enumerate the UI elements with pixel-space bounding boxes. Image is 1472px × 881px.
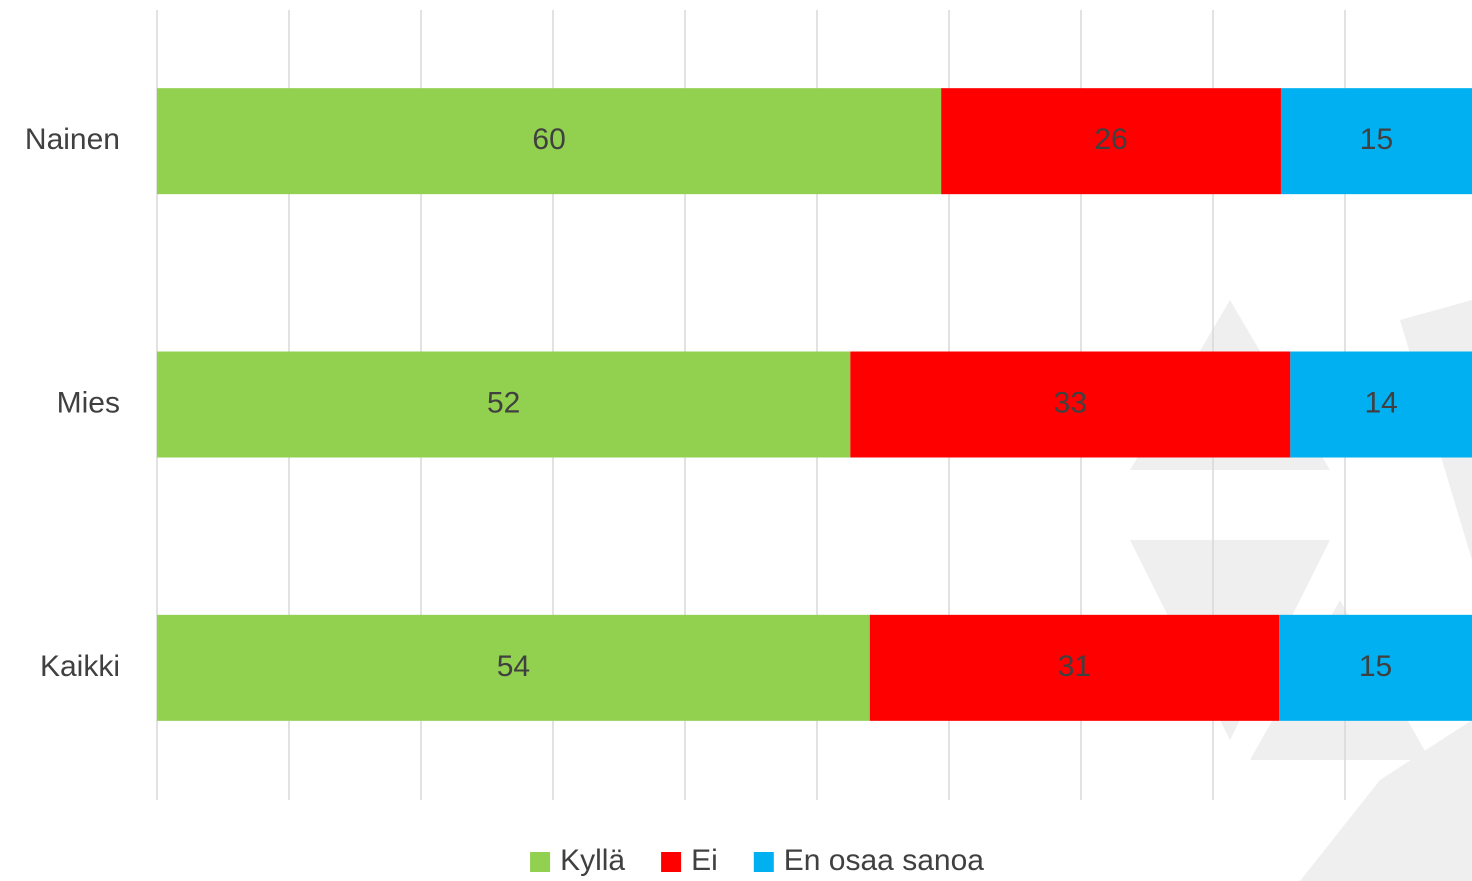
data-label: 14 [1364,386,1397,419]
data-label: 15 [1360,123,1393,156]
data-label: 26 [1094,123,1127,156]
legend-swatch [753,852,774,872]
bg-shape [1300,720,1472,881]
data-label: 33 [1054,386,1087,419]
bar-segment [1280,88,1472,195]
bar-segment [1290,351,1472,458]
legend-swatch [530,852,551,872]
bars: Nainen 60 26 15 Mies 52 33 14 Kaikki 54 31 15 [25,88,1472,721]
legend-label: Kyllä [560,844,625,877]
data-label: 31 [1058,650,1091,683]
y-tick-label: Mies [57,386,120,419]
legend-label: En osaa sanoa [784,844,984,877]
bar-segment [1279,614,1472,721]
y-tick-label: Kaikki [40,650,120,683]
y-tick-label: Nainen [25,123,120,156]
bar-segment [157,351,851,458]
legend-swatch [661,852,682,872]
bar-segment [850,351,1291,458]
legend-label: Ei [691,844,718,877]
bar-segment [869,614,1279,721]
data-label: 60 [532,123,565,156]
data-label: 54 [497,650,530,683]
data-label: 15 [1359,650,1392,683]
bar-segment [157,614,870,721]
legend: Kyllä Ei En osaa sanoa [530,844,984,877]
data-label: 52 [487,386,520,419]
bar-segment [941,88,1281,195]
bar-segment [157,88,942,195]
